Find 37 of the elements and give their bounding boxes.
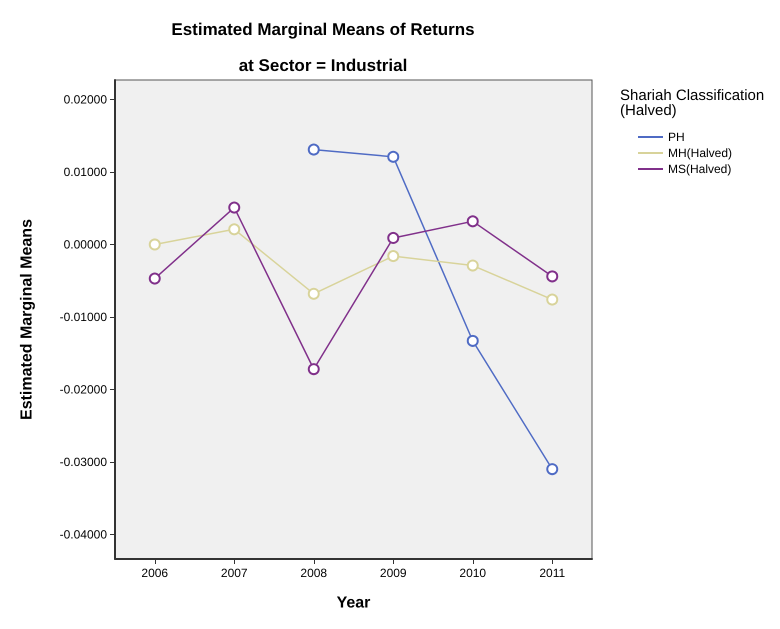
y-tick-label: -0.04000 (60, 527, 108, 542)
x-tick-label: 2008 (300, 566, 328, 580)
point (148, 272, 161, 285)
y-tick-label: -0.02000 (60, 382, 108, 396)
y-tick-label: -0.01000 (60, 310, 108, 324)
legend-title: Shariah Classification (Halved) (620, 87, 764, 119)
x-tick-label: 2010 (459, 566, 486, 580)
y-tick-label: 0.02000 (64, 92, 108, 107)
x-tick-label: 2006 (141, 566, 168, 580)
point (466, 334, 479, 347)
point (546, 270, 558, 282)
point (546, 463, 558, 476)
legend-label: MH(Halved) (668, 146, 732, 160)
point (228, 202, 240, 214)
x-tick-label: 2011 (539, 566, 566, 580)
point (387, 250, 400, 262)
point (308, 144, 320, 156)
point (387, 150, 400, 163)
x-tick-label: 2007 (220, 566, 248, 580)
point (308, 363, 320, 376)
x-axis-title: Year (336, 594, 370, 612)
chart-title: Estimated Marginal Means of Returns (171, 20, 475, 39)
point (466, 260, 479, 272)
point (387, 232, 400, 244)
chart-subtitle: at Sector = Industrial (238, 56, 408, 75)
y-tick-label: 0.00000 (64, 238, 108, 252)
point (466, 215, 479, 228)
y-tick-label: -0.03000 (60, 454, 108, 469)
legend-label: PH (668, 130, 685, 144)
point (308, 288, 320, 300)
y-axis-title: Estimated Marginal Means (18, 218, 36, 420)
legend-label: MS(Halved) (668, 162, 732, 176)
x-tick-label: 2009 (380, 566, 407, 580)
point (228, 223, 240, 236)
point (546, 294, 558, 306)
point (148, 238, 161, 250)
y-tick-label: 0.01000 (64, 165, 108, 180)
